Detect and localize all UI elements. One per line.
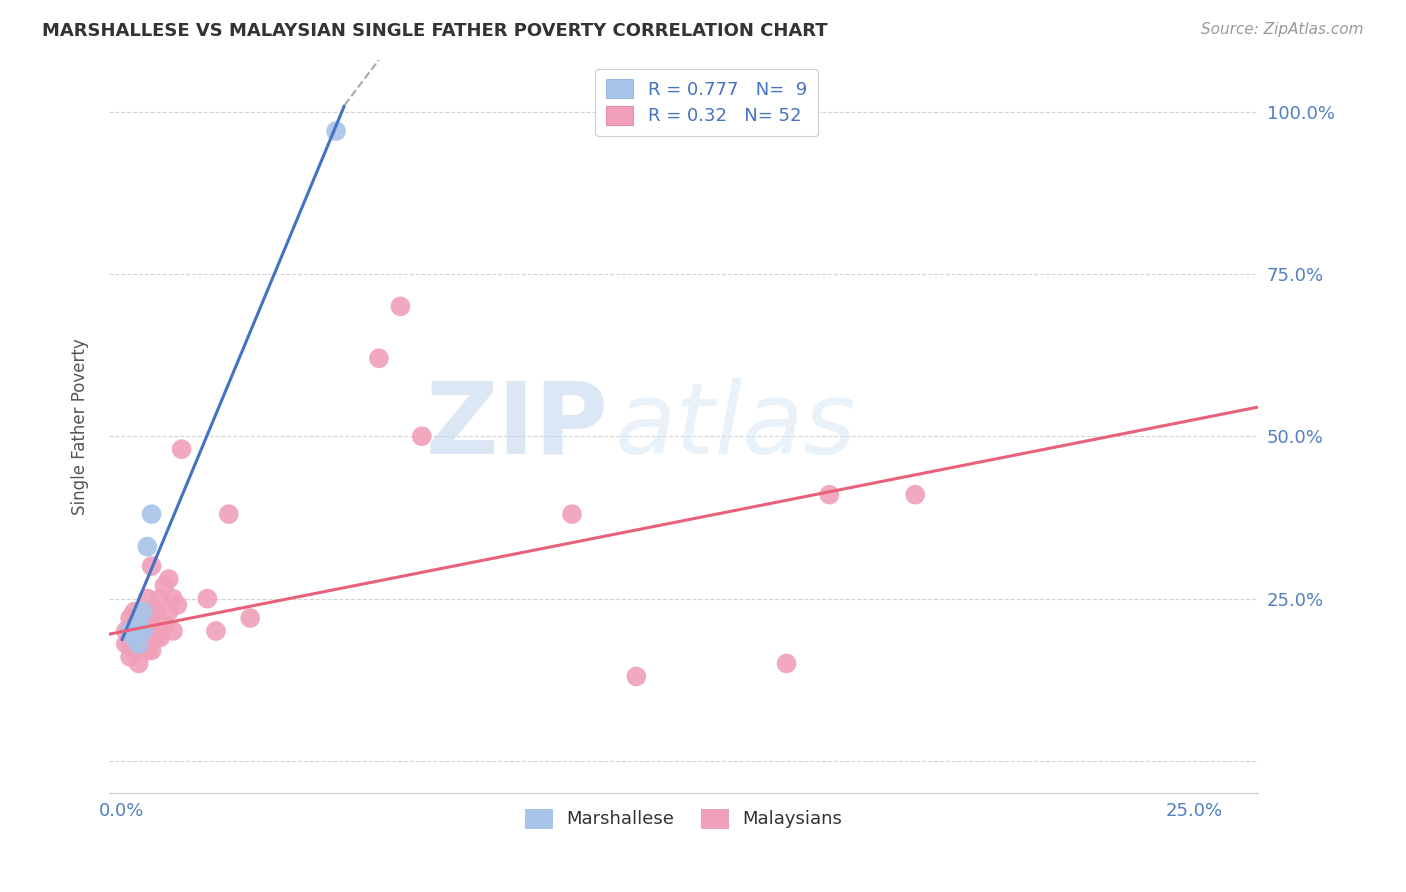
Point <box>904 488 927 502</box>
Point <box>136 617 159 632</box>
Point <box>132 643 155 657</box>
Point <box>325 124 347 138</box>
Point <box>115 637 138 651</box>
Point <box>128 643 150 657</box>
Point <box>120 624 142 638</box>
Point <box>775 657 797 671</box>
Point <box>145 631 167 645</box>
Point <box>389 299 412 313</box>
Point <box>124 631 146 645</box>
Point <box>141 507 163 521</box>
Point <box>115 624 138 638</box>
Point <box>626 669 648 683</box>
Point <box>136 540 159 554</box>
Point <box>141 631 163 645</box>
Point <box>132 605 155 619</box>
Legend: Marshallese, Malaysians: Marshallese, Malaysians <box>517 802 849 836</box>
Text: Source: ZipAtlas.com: Source: ZipAtlas.com <box>1201 22 1364 37</box>
Point <box>141 605 163 619</box>
Point <box>157 572 180 586</box>
Point <box>561 507 583 521</box>
Point <box>141 559 163 574</box>
Point <box>411 429 433 443</box>
Point <box>157 605 180 619</box>
Point <box>136 631 159 645</box>
Point <box>132 617 155 632</box>
Point <box>368 351 391 366</box>
Point <box>124 617 146 632</box>
Point <box>120 611 142 625</box>
Point <box>195 591 218 606</box>
Point <box>128 624 150 638</box>
Point <box>132 631 155 645</box>
Text: atlas: atlas <box>614 378 856 475</box>
Text: MARSHALLESE VS MALAYSIAN SINGLE FATHER POVERTY CORRELATION CHART: MARSHALLESE VS MALAYSIAN SINGLE FATHER P… <box>42 22 828 40</box>
Point <box>153 578 176 592</box>
Point <box>205 624 228 638</box>
Point <box>124 643 146 657</box>
Point <box>136 591 159 606</box>
Point <box>128 657 150 671</box>
Point <box>145 605 167 619</box>
Point <box>128 617 150 632</box>
Text: ZIP: ZIP <box>426 378 609 475</box>
Point <box>166 598 188 612</box>
Point <box>132 605 155 619</box>
Point <box>818 488 841 502</box>
Point <box>149 591 172 606</box>
Point <box>128 637 150 651</box>
Point <box>218 507 240 521</box>
Point <box>170 442 193 457</box>
Point <box>128 611 150 625</box>
Point <box>141 617 163 632</box>
Point <box>132 624 155 638</box>
Point <box>120 637 142 651</box>
Point <box>153 617 176 632</box>
Point <box>141 643 163 657</box>
Point <box>136 605 159 619</box>
Point <box>239 611 262 625</box>
Point <box>149 631 172 645</box>
Y-axis label: Single Father Poverty: Single Father Poverty <box>72 338 89 515</box>
Point <box>162 624 184 638</box>
Point <box>120 650 142 665</box>
Point <box>120 624 142 638</box>
Point <box>162 591 184 606</box>
Point <box>124 605 146 619</box>
Point <box>124 631 146 645</box>
Point <box>136 643 159 657</box>
